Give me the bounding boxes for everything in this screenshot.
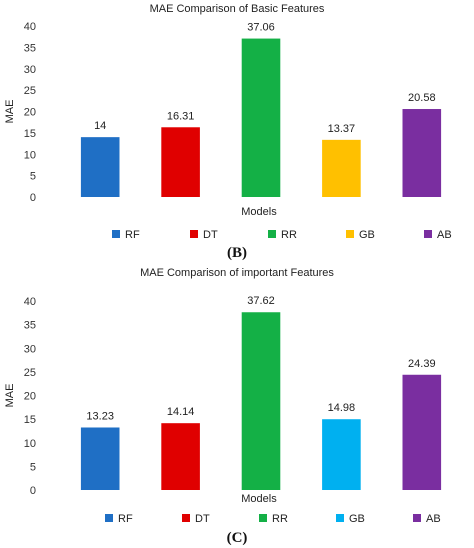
x-axis-label: Models: [241, 493, 277, 505]
legend-swatch-rf: [105, 514, 113, 522]
legend-swatch-gb: [346, 230, 354, 238]
data-label-gb: 14.98: [328, 402, 356, 414]
y-tick-label: 0: [30, 192, 36, 204]
legend-label-ab: AB: [426, 513, 441, 525]
legend-swatch-ab: [424, 230, 432, 238]
data-label-rr: 37.06: [247, 22, 275, 34]
panel-label-b: (B): [227, 245, 247, 261]
bar-rr: [241, 38, 281, 198]
data-label-dt: 16.31: [167, 110, 195, 122]
bar-rf: [80, 137, 120, 197]
data-label-rr: 37.62: [247, 295, 275, 307]
bar-gb: [322, 419, 361, 490]
legend-label-rf: RF: [125, 229, 140, 241]
bar-dt: [161, 127, 200, 197]
y-tick-label: 15: [24, 414, 36, 426]
bar-dt: [161, 423, 200, 490]
y-tick-label: 5: [30, 461, 36, 473]
chart-title: MAE Comparison of important Features: [140, 267, 334, 279]
bar-ab: [402, 374, 442, 490]
data-label-gb: 13.37: [328, 123, 356, 135]
y-tick-label: 30: [24, 64, 36, 76]
y-tick-label: 5: [30, 171, 36, 183]
data-label-dt: 14.14: [167, 406, 195, 418]
legend-label-ab: AB: [437, 229, 452, 241]
y-tick-label: 10: [24, 149, 36, 161]
legend-swatch-ab: [413, 514, 421, 522]
data-label-ab: 24.39: [408, 358, 436, 370]
y-tick-label: 30: [24, 343, 36, 355]
y-tick-label: 40: [24, 296, 36, 308]
legend-label-gb: GB: [349, 513, 365, 525]
chart-important-features: MAE Comparison of important Features 0 5 10…: [4, 267, 442, 525]
legend-label-rr: RR: [281, 229, 297, 241]
bar-rf: [80, 427, 120, 490]
legend-swatch-dt: [190, 230, 198, 238]
chart-title: MAE Comparison of Basic Features: [150, 3, 325, 15]
bar-rr: [241, 312, 281, 490]
y-tick-label: 10: [24, 438, 36, 450]
legend-label-rf: RF: [118, 513, 133, 525]
panel-label-c: (C): [226, 530, 248, 546]
data-label-rf: 14: [94, 120, 106, 132]
y-tick-label: 35: [24, 320, 36, 332]
y-tick-label: 25: [24, 85, 36, 97]
legend-label-dt: DT: [203, 229, 218, 241]
y-tick-label: 0: [30, 485, 36, 497]
y-axis-label: MAE: [4, 100, 16, 124]
legend-label-gb: GB: [359, 229, 375, 241]
data-label-rf: 13.23: [86, 410, 114, 422]
legend-swatch-rf: [112, 230, 120, 238]
y-tick-label: 25: [24, 367, 36, 379]
y-tick-label: 40: [24, 21, 36, 33]
x-axis-label: Models: [241, 206, 277, 218]
data-label-ab: 20.58: [408, 92, 436, 104]
y-axis-label: MAE: [4, 384, 16, 408]
bar-ab: [402, 109, 442, 197]
y-tick-label: 20: [24, 107, 36, 119]
legend-label-rr: RR: [272, 513, 288, 525]
y-tick-label: 35: [24, 42, 36, 54]
bar-gb: [322, 139, 361, 197]
legend-swatch-gb: [336, 514, 344, 522]
y-tick-label: 15: [24, 128, 36, 140]
y-tick-label: 20: [24, 391, 36, 403]
legend-swatch-rr: [259, 514, 267, 522]
legend-swatch-rr: [268, 230, 276, 238]
legend-label-dt: DT: [195, 513, 210, 525]
legend-swatch-dt: [182, 514, 190, 522]
chart-basic-features: MAE Comparison of Basic Features 0 5 10 15 20…: [4, 3, 452, 241]
